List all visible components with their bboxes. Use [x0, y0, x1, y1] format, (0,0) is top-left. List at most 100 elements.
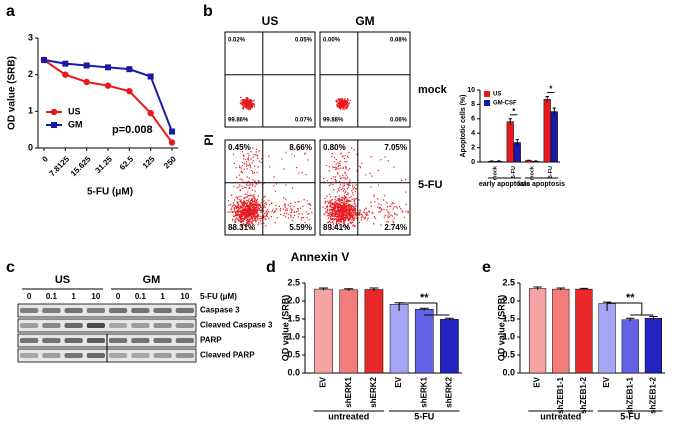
- flow-event: [240, 225, 242, 227]
- flow-event: [356, 218, 358, 220]
- x-tick-label: 15.625: [69, 154, 93, 178]
- flow-event: [246, 199, 248, 202]
- flow-event: [345, 201, 347, 203]
- flow-event: [390, 205, 392, 207]
- flow-event: [363, 211, 365, 213]
- flow-event: [337, 213, 339, 215]
- flow-event: [343, 209, 345, 211]
- flow-event: [248, 218, 251, 220]
- flow-event: [339, 101, 341, 103]
- flow-event: [343, 185, 346, 187]
- flow-event: [335, 202, 337, 204]
- flow-event: [260, 215, 262, 217]
- row-label: mock: [418, 84, 448, 96]
- flow-event: [366, 219, 368, 221]
- flow-event: [253, 206, 255, 208]
- flow-event: [246, 213, 248, 215]
- flow-event: [244, 104, 246, 106]
- flow-event: [336, 220, 338, 222]
- flow-event: [243, 220, 245, 222]
- flow-event: [252, 160, 254, 162]
- flow-event: [338, 215, 340, 217]
- flow-event: [271, 202, 273, 204]
- flow-event: [254, 210, 257, 212]
- flow-event: [240, 220, 242, 223]
- flow-event: [341, 199, 343, 201]
- flow-event: [372, 211, 374, 213]
- flow-event: [337, 208, 339, 210]
- flow-event: [292, 217, 294, 219]
- flow-event: [242, 214, 244, 216]
- flow-event: [239, 208, 241, 210]
- flow-event: [328, 215, 330, 217]
- flow-event: [306, 211, 308, 213]
- flow-event: [250, 106, 252, 108]
- flow-event: [387, 216, 389, 219]
- flow-event: [405, 203, 407, 206]
- blot-band: [20, 338, 39, 343]
- flow-event: [344, 100, 346, 102]
- flow-event: [235, 196, 237, 198]
- flow-event: [254, 165, 256, 167]
- quadrant-value: 89.41%: [323, 223, 350, 232]
- blot-band: [109, 353, 128, 358]
- x-tick-label: EV: [533, 376, 542, 387]
- flow-event: [352, 186, 354, 188]
- y-tick-label: 2: [28, 69, 33, 79]
- flow-event: [342, 215, 344, 217]
- flow-event: [331, 212, 334, 214]
- flow-event: [346, 215, 348, 217]
- flow-event: [340, 101, 342, 104]
- flow-event: [343, 107, 345, 109]
- flow-event: [344, 199, 346, 201]
- flow-event: [348, 183, 350, 185]
- flow-event: [247, 102, 249, 104]
- flow-event: [352, 213, 354, 215]
- flow-event: [251, 212, 253, 214]
- flow-event: [344, 207, 346, 209]
- flow-event: [251, 185, 254, 187]
- flow-event: [347, 169, 349, 171]
- flow-event: [242, 201, 245, 203]
- flow-event: [345, 213, 347, 215]
- flow-event: [354, 206, 356, 208]
- flow-event: [336, 103, 338, 105]
- x-axis-label: 5-FU (μM): [87, 187, 133, 198]
- flow-event: [328, 213, 331, 215]
- flow-event: [342, 217, 344, 219]
- flow-event: [347, 199, 349, 201]
- flow-event: [342, 207, 344, 210]
- flow-event: [338, 216, 340, 218]
- flow-event: [336, 104, 338, 106]
- flow-event: [255, 218, 257, 220]
- flow-event: [244, 103, 246, 105]
- flow-event: [380, 208, 382, 210]
- flow-event: [331, 210, 333, 212]
- group-label: untreated: [540, 411, 581, 421]
- flow-event: [290, 211, 293, 213]
- flow-event: [230, 208, 232, 211]
- flow-event: [241, 213, 243, 216]
- flow-event: [345, 178, 347, 180]
- flow-event: [339, 204, 341, 206]
- flow-event: [248, 102, 250, 104]
- flow-event: [332, 210, 334, 212]
- flow-event: [247, 208, 249, 210]
- flow-event: [346, 198, 348, 201]
- flow-event: [337, 102, 340, 104]
- flow-event: [239, 210, 241, 212]
- flow-event: [238, 198, 240, 201]
- flow-event: [333, 226, 335, 228]
- flow-event: [231, 210, 233, 213]
- flow-event: [341, 103, 343, 105]
- flow-event: [239, 219, 241, 221]
- flow-event: [341, 217, 343, 219]
- x-tick-label: shZEB1-2: [579, 376, 588, 413]
- flow-event: [345, 217, 347, 219]
- flow-event: [242, 102, 244, 105]
- error-bar: [497, 160, 501, 162]
- data-point: [105, 64, 111, 71]
- flow-event: [231, 206, 233, 208]
- flow-event: [348, 210, 351, 212]
- flow-event: [246, 221, 248, 224]
